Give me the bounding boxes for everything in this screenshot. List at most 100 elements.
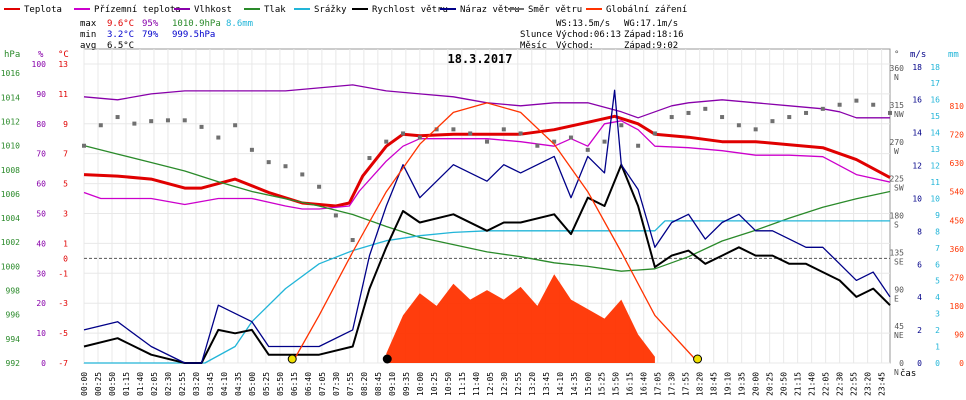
rain-tick: 15 (930, 112, 940, 121)
direction-letter: NW (894, 110, 904, 119)
series-line (291, 102, 700, 364)
wind-direction-point (820, 106, 825, 111)
wind-direction-point (82, 143, 86, 148)
stats-min-temp: 3.2°C (107, 30, 134, 40)
rain-tick: 3 (935, 310, 940, 319)
direction-tick: 360 (890, 64, 905, 73)
temperature-tick: 5 (63, 180, 68, 189)
time-tick: 23:20 (864, 372, 873, 396)
series-line (84, 220, 890, 364)
pressure-tick: 1006 (1, 190, 20, 199)
wind-tick: 6 (917, 260, 922, 269)
time-tick: 19:10 (724, 372, 733, 396)
temperature-tick: 11 (58, 90, 68, 99)
wind-tick: 14 (912, 129, 922, 138)
time-tick: 06:15 (290, 372, 299, 396)
humidity-tick: 50 (36, 209, 46, 218)
wind-direction-point (518, 131, 523, 136)
rain-tick: 7 (935, 244, 940, 253)
series-radiation-area (386, 274, 655, 363)
wind-direction-point (149, 119, 154, 124)
time-tick: 15:00 (584, 372, 593, 396)
time-tick: 23:45 (878, 372, 887, 396)
stats-avg-label: avg (80, 41, 96, 51)
wind-direction-point (686, 110, 691, 115)
time-tick: 20:50 (780, 372, 789, 396)
pressure-tick: 1000 (1, 262, 20, 271)
temperature-tick: 1 (63, 239, 68, 248)
wind-direction-point (182, 118, 187, 123)
wind-tick: 16 (912, 96, 922, 105)
radiation-tick: 90 (954, 330, 964, 339)
wind-direction-point (165, 118, 170, 123)
radiation-tick: 270 (950, 273, 965, 282)
series-line (83, 84, 890, 119)
time-tick: 20:00 (752, 372, 761, 396)
wind-direction-point (787, 115, 792, 120)
x-unit: čas (900, 368, 916, 379)
rain-tick: 9 (935, 211, 940, 220)
humidity-tick: 60 (36, 180, 46, 189)
wind-tick: 0 (917, 359, 922, 368)
wind-direction-point (384, 139, 389, 144)
wind-direction-point (652, 131, 657, 136)
wind-direction-point (535, 143, 540, 148)
wind-direction-point (720, 115, 725, 120)
stats-max-hum: 95% (142, 19, 159, 29)
time-tick: 00:00 (80, 372, 89, 396)
temperature-tick: 7 (63, 150, 68, 159)
time-tick: 14:35 (570, 372, 579, 396)
radiation-tick: 540 (950, 188, 965, 197)
unit-hpa: hPa (4, 50, 20, 60)
wind-direction-point (199, 124, 204, 129)
time-tick: 10:25 (430, 372, 439, 396)
time-tick: 13:20 (528, 372, 537, 396)
direction-letter: W (894, 147, 899, 156)
time-tick: 02:05 (150, 372, 159, 396)
sun-label: Slunce (520, 30, 553, 40)
time-tick: 12:30 (500, 372, 509, 396)
wind-direction-point (300, 172, 305, 177)
wind-direction-point (434, 127, 439, 132)
stats-max-temp: 9.6°C (107, 19, 134, 29)
radiation-tick: 720 (950, 131, 965, 140)
time-tick: 11:40 (472, 372, 481, 396)
wind-direction-point (501, 127, 506, 132)
time-tick: 22:05 (822, 372, 831, 396)
time-tick: 19:35 (738, 372, 747, 396)
wind-direction-point (115, 115, 120, 120)
direction-letter: S (894, 221, 899, 230)
series-line (83, 144, 891, 272)
wind-direction-point (837, 102, 842, 107)
radiation-tick: 810 (950, 102, 965, 111)
pressure-tick: 1004 (1, 214, 20, 223)
wind-direction-point (216, 135, 221, 140)
moon-rise: Východ: (556, 41, 594, 51)
rain-tick: 18 (930, 63, 940, 72)
wind-tick: 10 (912, 194, 922, 203)
stats-max-press: 1010.9hPa (172, 19, 221, 29)
time-tick: 15:50 (612, 372, 621, 396)
time-tick: 18:45 (710, 372, 719, 396)
rain-tick: 12 (930, 162, 940, 171)
direction-tick: 270 (890, 138, 905, 147)
pressure-tick: 1008 (1, 166, 20, 175)
stats-max-rain: 8.6mm (226, 19, 253, 29)
rain-tick: 13 (930, 145, 940, 154)
sun-rise: Východ:06:13 (556, 30, 621, 40)
axes: 9929949969981000100210041006100810101012… (1, 50, 964, 396)
legend-label: Přízemní teplota (94, 5, 181, 15)
sunrise-marker (287, 354, 297, 364)
rain-tick: 2 (935, 326, 940, 335)
time-tick: 00:25 (94, 372, 103, 396)
stats-max-label: max (80, 19, 97, 29)
temperature-zero-tick: 0 (63, 254, 68, 263)
wind-direction-point (451, 127, 456, 132)
pressure-tick: 994 (6, 335, 21, 344)
wind-direction-point (468, 131, 473, 136)
humidity-tick: 30 (36, 269, 46, 278)
moon-label: Měsíc (520, 41, 547, 51)
time-tick: 16:40 (640, 372, 649, 396)
direction-tick: 0 (899, 359, 904, 368)
wind-tick: 4 (917, 293, 922, 302)
